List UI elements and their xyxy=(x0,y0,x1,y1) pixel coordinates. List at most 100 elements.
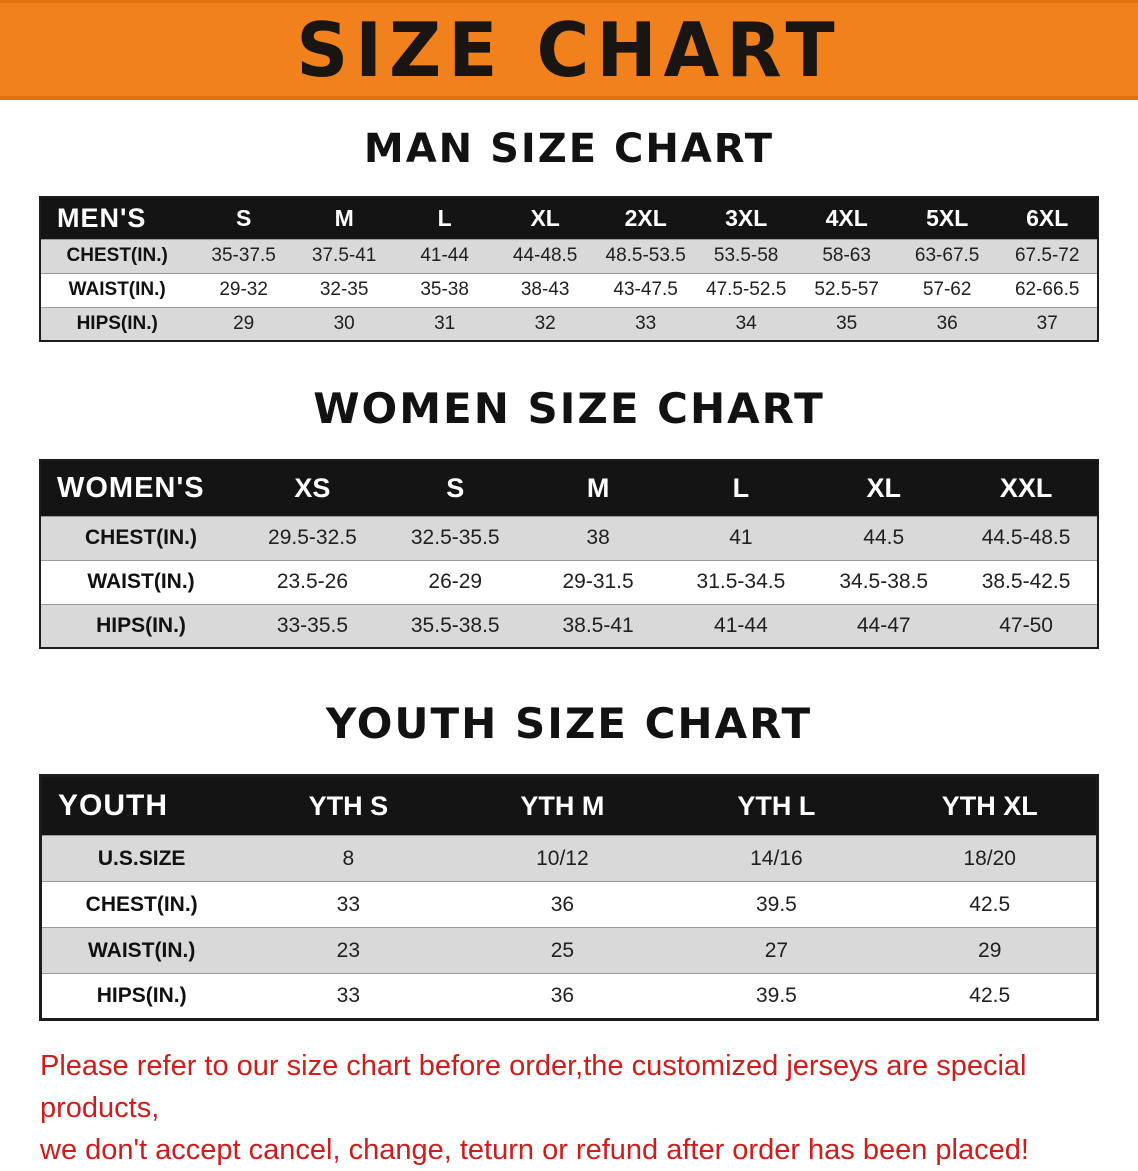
size-value-cell: 29.5-32.5 xyxy=(241,515,384,560)
size-column-header: XL xyxy=(812,460,956,516)
women-section-heading: WOMEN SIZE CHART xyxy=(313,384,825,433)
size-value-cell: 35-37.5 xyxy=(193,238,294,273)
row-label: WAIST(IN.) xyxy=(40,559,242,604)
row-label: U.S.SIZE xyxy=(40,835,242,882)
size-value-cell: 48.5-53.5 xyxy=(595,238,696,273)
banner: SIZE CHART xyxy=(0,0,1138,100)
size-column-header: M xyxy=(293,197,395,239)
size-value-cell: 32.5-35.5 xyxy=(383,515,527,560)
size-value-cell: 32 xyxy=(494,306,596,341)
size-value-cell: 29-31.5 xyxy=(526,559,670,604)
table-row: CHEST(IN.) 33 36 39.5 42.5 xyxy=(40,881,1098,928)
size-column-header: 2XL xyxy=(595,197,696,239)
size-value-cell: 29-32 xyxy=(193,272,294,307)
table-row: CHEST(IN.) 29.5-32.5 32.5-35.5 38 41 44.5 44.5… xyxy=(40,515,1098,560)
table-corner-label: MEN'S xyxy=(40,197,194,239)
men-section-heading: MAN SIZE CHART xyxy=(363,126,775,172)
size-value-cell: 29 xyxy=(883,927,1098,974)
disclaimer-line-1: Please refer to our size chart before or… xyxy=(40,1050,1027,1124)
size-value-cell: 27 xyxy=(669,927,884,974)
size-value-cell: 38-43 xyxy=(494,272,596,307)
size-value-cell: 58-63 xyxy=(796,238,897,273)
size-value-cell: 42.5 xyxy=(883,973,1098,1020)
men-size-section: MAN SIZE CHART MEN'S S M L XL 2XL 3XL 4XL 5XL 6XL… xyxy=(0,126,1138,342)
size-value-cell: 43-47.5 xyxy=(595,272,696,307)
size-value-cell: 39.5 xyxy=(669,973,884,1020)
table-row: HIPS(IN.) 33-35.5 35.5-38.5 38.5-41 41-44 44-… xyxy=(40,603,1098,648)
size-value-cell: 31 xyxy=(394,306,495,341)
size-value-cell: 32-35 xyxy=(293,272,395,307)
size-value-cell: 31.5-34.5 xyxy=(669,559,813,604)
size-value-cell: 8 xyxy=(241,835,456,882)
size-value-cell: 63-67.5 xyxy=(896,238,998,273)
row-label: HIPS(IN.) xyxy=(40,306,194,341)
size-column-header: YTH L xyxy=(669,775,884,836)
size-column-header: 4XL xyxy=(796,197,897,239)
size-value-cell: 67.5-72 xyxy=(997,238,1098,273)
size-value-cell: 57-62 xyxy=(896,272,998,307)
table-header-row: WOMEN'S XS S M L XL XXL xyxy=(40,460,1098,516)
size-column-header: 5XL xyxy=(896,197,998,239)
size-value-cell: 47.5-52.5 xyxy=(695,272,797,307)
size-value-cell: 44-47 xyxy=(812,603,956,648)
men-size-table: MEN'S S M L XL 2XL 3XL 4XL 5XL 6XL CHEST(IN.) 35-37… xyxy=(39,196,1099,342)
size-value-cell: 38 xyxy=(526,515,670,560)
table-row: HIPS(IN.) 33 36 39.5 42.5 xyxy=(40,973,1098,1020)
size-value-cell: 62-66.5 xyxy=(997,272,1098,307)
size-value-cell: 35.5-38.5 xyxy=(383,603,527,648)
size-column-header: L xyxy=(394,197,495,239)
size-value-cell: 14/16 xyxy=(669,835,884,882)
page-title: SIZE CHART xyxy=(296,5,842,94)
row-label: WAIST(IN.) xyxy=(40,272,194,307)
size-value-cell: 33 xyxy=(595,306,696,341)
size-value-cell: 30 xyxy=(293,306,395,341)
row-label: CHEST(IN.) xyxy=(40,881,242,928)
size-value-cell: 26-29 xyxy=(383,559,527,604)
size-value-cell: 53.5-58 xyxy=(695,238,797,273)
size-value-cell: 37.5-41 xyxy=(293,238,395,273)
size-value-cell: 33-35.5 xyxy=(241,603,384,648)
size-value-cell: 38.5-42.5 xyxy=(955,559,1098,604)
size-column-header: S xyxy=(193,197,294,239)
disclaimer: Please refer to our size chart before or… xyxy=(40,1045,1138,1171)
size-value-cell: 44.5-48.5 xyxy=(955,515,1098,560)
size-column-header: XXL xyxy=(955,460,1098,516)
size-value-cell: 44.5 xyxy=(812,515,956,560)
size-value-cell: 36 xyxy=(455,973,670,1020)
size-column-header: L xyxy=(669,460,813,516)
size-value-cell: 41 xyxy=(669,515,813,560)
size-value-cell: 42.5 xyxy=(883,881,1098,928)
size-value-cell: 37 xyxy=(997,306,1098,341)
youth-size-table: YOUTH YTH S YTH M YTH L YTH XL U.S.SIZE 8 10/12… xyxy=(39,774,1099,1021)
size-value-cell: 18/20 xyxy=(883,835,1098,882)
women-size-section: WOMEN SIZE CHART WOMEN'S XS S M L XL XXL CHEST(… xyxy=(0,384,1138,649)
table-row: WAIST(IN.) 23 25 27 29 xyxy=(40,927,1098,974)
size-value-cell: 35 xyxy=(796,306,897,341)
size-value-cell: 47-50 xyxy=(955,603,1098,648)
size-column-header: M xyxy=(526,460,670,516)
size-value-cell: 10/12 xyxy=(455,835,670,882)
size-value-cell: 34 xyxy=(695,306,797,341)
table-corner-label: YOUTH xyxy=(40,775,242,836)
table-header-row: MEN'S S M L XL 2XL 3XL 4XL 5XL 6XL xyxy=(40,197,1098,239)
size-value-cell: 38.5-41 xyxy=(526,603,670,648)
size-value-cell: 34.5-38.5 xyxy=(812,559,956,604)
size-value-cell: 44-48.5 xyxy=(494,238,596,273)
size-value-cell: 29 xyxy=(193,306,294,341)
size-value-cell: 25 xyxy=(455,927,670,974)
size-column-header: XS xyxy=(241,460,384,516)
row-label: CHEST(IN.) xyxy=(40,238,194,273)
size-value-cell: 35-38 xyxy=(394,272,495,307)
size-value-cell: 23 xyxy=(241,927,456,974)
size-value-cell: 39.5 xyxy=(669,881,884,928)
row-label: HIPS(IN.) xyxy=(40,973,242,1020)
table-row: U.S.SIZE 8 10/12 14/16 18/20 xyxy=(40,835,1098,882)
size-column-header: S xyxy=(383,460,527,516)
size-column-header: YTH M xyxy=(455,775,670,836)
size-column-header: XL xyxy=(494,197,596,239)
table-row: WAIST(IN.) 23.5-26 26-29 29-31.5 31.5-34.5 34… xyxy=(40,559,1098,604)
size-value-cell: 23.5-26 xyxy=(241,559,384,604)
size-column-header: 3XL xyxy=(695,197,797,239)
size-column-header: YTH S xyxy=(241,775,456,836)
